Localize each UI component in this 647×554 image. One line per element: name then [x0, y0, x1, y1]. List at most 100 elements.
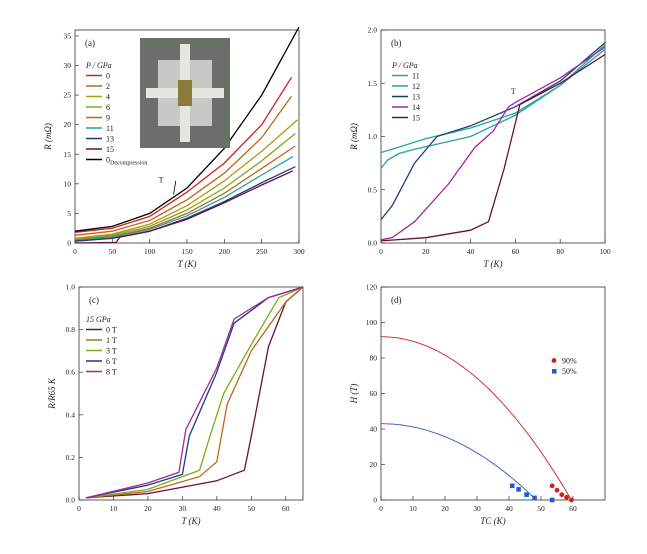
legend-label: 11: [106, 124, 114, 133]
x-tick-label: 100: [144, 247, 156, 256]
series-line-13: [74, 166, 296, 242]
data-point: [554, 487, 560, 493]
series-line-6: [74, 132, 296, 241]
panel-d: 0 10 20 30 40 50 60 0 20 40 60 80 100 120 TC (K) H (T) (…: [349, 283, 606, 526]
series-line-4: [74, 119, 298, 239]
x-tick-label: 50: [109, 247, 117, 256]
y-tick-label: 25: [64, 91, 72, 100]
y-tick-label: 60: [370, 389, 378, 398]
panel-b: 0 20 40 60 80 100 0.0 0.5 1.0 1.5 2.0 T (K) R (mΩ) (b…: [349, 26, 611, 270]
legend-marker: [552, 369, 557, 374]
y-tick-label: 120: [366, 283, 378, 292]
legend-label: 50%: [562, 367, 577, 376]
y-tick-label: 0.2: [66, 453, 76, 462]
x-axis-label: T (K): [177, 259, 196, 269]
x-tick-label: 80: [556, 247, 564, 256]
x-tick-label: 40: [213, 504, 221, 513]
x-tick-label: 50: [248, 504, 256, 513]
inset-lead: [192, 88, 224, 98]
data-point: [549, 483, 555, 489]
y-tick-label: 1.0: [66, 283, 76, 292]
panel-c: 0 10 20 30 40 50 60 0.0 0.2 0.4 0.6 0.8 1.0 T (K) R/R6…: [47, 283, 304, 526]
legend-subscript: Decompression: [110, 161, 147, 167]
x-tick-label: 0: [77, 504, 81, 513]
y-tick-label: 35: [64, 31, 72, 40]
y-tick-label: 1.0: [368, 132, 378, 141]
x-tick-label: 30: [473, 504, 481, 513]
data-point: [559, 492, 565, 498]
x-tick-label: 300: [293, 247, 305, 256]
x-tick-label: 40: [467, 247, 475, 256]
y-tick-label: 2.0: [368, 26, 378, 35]
y-axis-label: R/R65 K: [47, 377, 57, 410]
x-tick-label: 0: [379, 504, 383, 513]
legend-title: P / GPa: [85, 61, 112, 70]
series-line-0: [74, 26, 300, 232]
y-tick-label: 0.0: [66, 496, 76, 505]
x-tick-label: 0: [73, 247, 77, 256]
legend-label: 0Decompression: [106, 156, 147, 167]
series-line-12: [380, 48, 606, 169]
series-line-0: [74, 76, 293, 233]
y-axis-label: R (mΩ): [43, 123, 53, 151]
fit-curve-90%: [381, 336, 572, 501]
y-tick-label: 20: [370, 460, 378, 469]
legend-label: 3 T: [106, 347, 117, 356]
legend-label: 6 T: [106, 357, 117, 366]
data-point: [509, 483, 515, 489]
y-tick-label: 10: [64, 179, 72, 188]
x-tick-label: 20: [422, 247, 430, 256]
legend-label: 11: [412, 72, 420, 81]
panel-label: (a): [85, 38, 95, 48]
plot-frame: [78, 286, 304, 501]
series-line-14: [380, 46, 606, 241]
x-tick-label: 200: [219, 247, 231, 256]
x-tick-label: 30: [179, 504, 187, 513]
legend-label: 12: [412, 82, 420, 91]
data-point: [524, 492, 529, 497]
legend-label: 4: [106, 93, 110, 102]
legend-label: 90%: [562, 357, 577, 366]
annotation-t: T: [159, 176, 164, 185]
series-line-13: [380, 42, 606, 221]
legend-label: 15: [106, 145, 114, 154]
legend-label: 13: [106, 135, 114, 144]
legend-label: 0: [106, 72, 110, 81]
series-line-2: [74, 95, 293, 236]
data-point: [516, 487, 521, 492]
legend-label: 13: [412, 93, 420, 102]
data-point: [569, 497, 574, 503]
x-axis-label: T (K): [483, 259, 502, 269]
legend-label: 8 T: [106, 368, 117, 377]
y-tick-label: 0.5: [368, 185, 378, 194]
legend-marker: [551, 358, 557, 363]
inset-lead: [180, 106, 190, 142]
y-tick-label: 15: [64, 150, 72, 159]
fit-curve-50%: [381, 423, 537, 501]
legend-label: 14: [412, 103, 420, 112]
data-point: [564, 494, 569, 500]
x-axis-label: TC (K): [480, 516, 505, 526]
y-tick-label: 0: [67, 239, 71, 248]
x-tick-label: 150: [181, 247, 193, 256]
y-tick-label: 0.4: [66, 410, 76, 419]
y-tick-label: 0.6: [66, 368, 76, 377]
x-tick-label: 100: [599, 247, 611, 256]
x-tick-label: 10: [110, 504, 118, 513]
x-tick-label: 60: [512, 247, 520, 256]
annotation-t: T: [511, 87, 516, 96]
y-tick-label: 20: [64, 120, 72, 129]
annotation-arrow: [173, 180, 177, 195]
panel-label: (b): [391, 38, 402, 48]
series-line-0 T: [85, 286, 304, 499]
y-tick-label: 0.0: [368, 239, 378, 248]
y-axis-label: H (T): [349, 384, 359, 405]
legend-label: 6: [106, 103, 110, 112]
y-tick-label: 5: [67, 209, 71, 218]
series-line-6 T: [85, 286, 304, 499]
inset-lead: [180, 44, 190, 80]
y-tick-label: 1.5: [368, 79, 378, 88]
y-axis-label: R (mΩ): [349, 123, 359, 151]
